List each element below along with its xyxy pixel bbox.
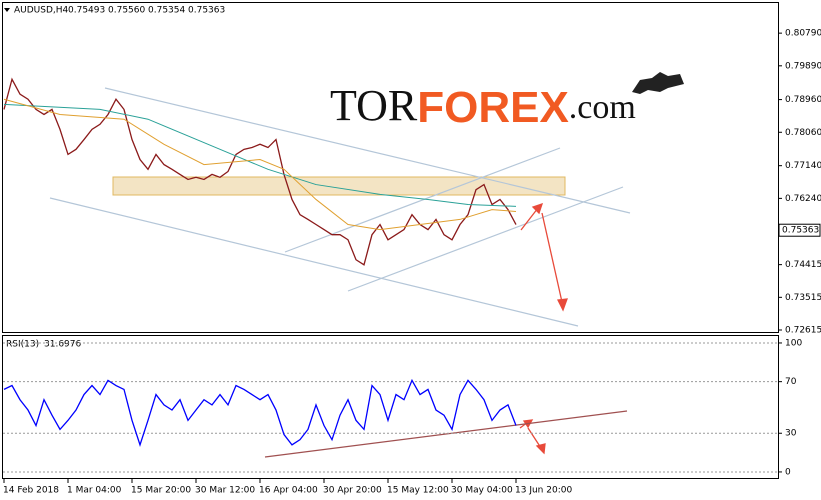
x-tick-label: 30 Apr 20:00 — [323, 486, 382, 496]
y-tick-label: 0.72615 — [785, 326, 821, 336]
arrow — [527, 427, 542, 449]
menu-arrow — [4, 8, 10, 12]
arrow-head — [531, 202, 544, 215]
y-tick-label: 0.79890 — [785, 61, 821, 71]
channel-line — [347, 186, 624, 292]
series-line — [3, 77, 517, 266]
x-tick-label: 1 Mar 04:00 — [67, 486, 122, 496]
series-line — [3, 378, 517, 447]
y-tick-label: 0 — [785, 467, 791, 477]
y-tick-label: 70 — [785, 377, 797, 387]
x-tick-label: 30 Mar 12:00 — [195, 486, 255, 496]
y-tick-label: 100 — [785, 338, 802, 348]
y-tick-label: 0.77140 — [785, 161, 821, 171]
y-tick-label: 0.73515 — [785, 293, 821, 303]
ohlc: 0.75560 — [108, 6, 145, 16]
channel-line — [104, 87, 631, 214]
logo-bull — [632, 72, 684, 94]
arrow-head — [535, 443, 546, 455]
x-tick-label: 14 Feb 2018 — [3, 486, 59, 496]
rsi-last: 31.6976 — [44, 340, 81, 350]
x-tick-label: 13 Jun 20:00 — [515, 486, 572, 496]
rsi-pane — [2, 335, 779, 479]
y-tick-label: 0.78060 — [785, 128, 821, 138]
arrows — [519, 202, 568, 455]
x-tick-label: 15 May 12:00 — [387, 486, 449, 496]
price-pane — [2, 2, 779, 333]
x-tick-label: 16 Apr 04:00 — [259, 486, 318, 496]
y-tick-label: 0.78960 — [785, 95, 821, 105]
y-tick-label: 0.80790 — [785, 29, 821, 39]
rsi-label: RSI(13) — [6, 340, 39, 350]
ohlc: 0.75493 — [68, 6, 105, 16]
logo: TORFOREX.com — [330, 81, 636, 132]
x-tick-label: 15 Mar 20:00 — [131, 486, 191, 496]
arrow — [541, 212, 563, 303]
ohlc: 0.75363 — [188, 6, 225, 16]
y-tick-label: 0.74415 — [785, 260, 821, 270]
channel-line — [49, 197, 579, 327]
arrow-head — [557, 298, 568, 312]
y-tick-label: 30 — [785, 429, 797, 439]
last-price: 0.75363 — [782, 226, 819, 236]
logo-part: .com — [569, 89, 636, 126]
x-tick-label: 30 May 04:00 — [451, 486, 513, 496]
series-line — [3, 98, 517, 231]
last-price-box — [778, 223, 821, 237]
arrow — [520, 207, 539, 231]
logo-part: TOR — [330, 81, 418, 130]
ohlc: 0.75354 — [148, 6, 185, 16]
y-tick-label: 0.76240 — [785, 194, 821, 204]
logo-part: FOREX — [417, 83, 569, 132]
zone — [112, 176, 566, 196]
symbol: AUDUSD,H4 — [14, 6, 69, 16]
channel — [49, 87, 631, 327]
rsi-trendline — [264, 410, 628, 458]
